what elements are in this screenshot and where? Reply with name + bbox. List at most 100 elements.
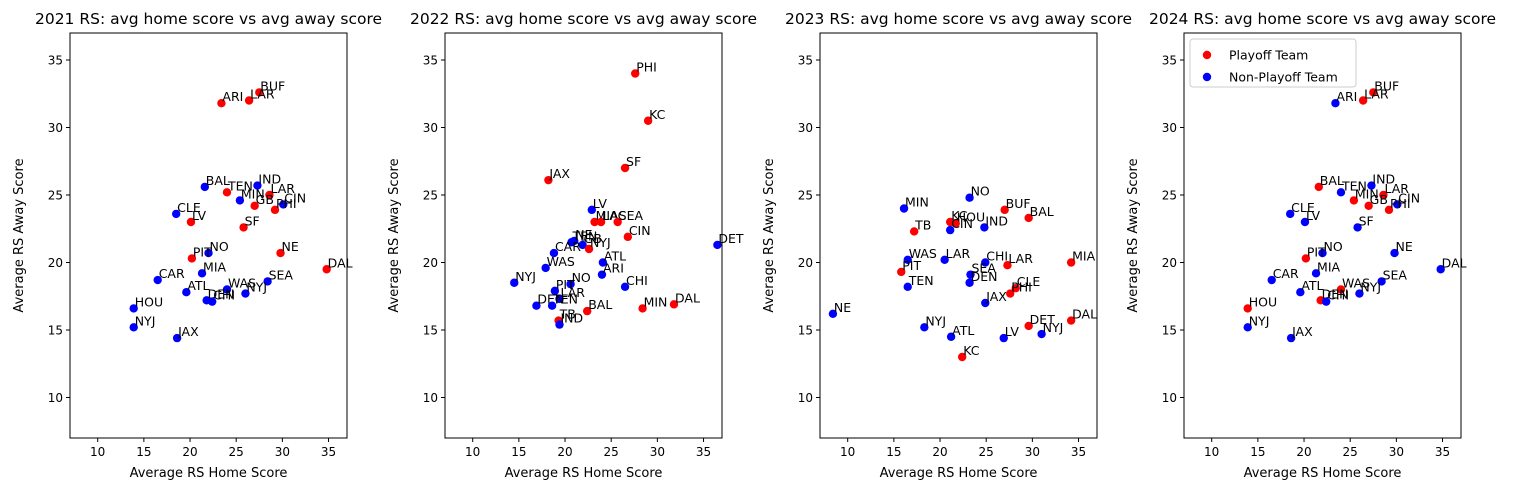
data-point (1243, 323, 1252, 332)
point-label: KC (963, 343, 980, 358)
data-point (510, 278, 519, 287)
point-label: DET (1030, 312, 1056, 327)
data-point (279, 200, 288, 209)
y-tick-label: 10 (423, 391, 438, 405)
data-point (1066, 258, 1076, 267)
data-point (1267, 275, 1276, 285)
point-label: SEA (972, 261, 997, 276)
point-label: DEN (537, 292, 564, 307)
y-axis-label: Average RS Away Score (387, 158, 402, 312)
x-tick-label: 15 (511, 445, 526, 459)
point-label: TEN (571, 228, 597, 243)
y-tick-label: 35 (48, 54, 63, 68)
y-axis-label: Average RS Away Score (1126, 158, 1141, 312)
point-label: ATL (187, 278, 209, 293)
data-point (981, 258, 990, 267)
point-label: IND (985, 213, 1008, 228)
data-point (965, 278, 974, 287)
legend-marker (1202, 50, 1212, 60)
data-point (1369, 88, 1378, 97)
data-point (966, 270, 975, 279)
point-label: LV (1005, 324, 1020, 339)
plot-frame (1183, 32, 1462, 439)
data-point (597, 270, 607, 279)
point-label: SF (245, 213, 260, 228)
data-point (828, 309, 838, 318)
point-label: DEN (1322, 286, 1349, 301)
point-label: DAL (675, 290, 700, 305)
data-point (172, 333, 182, 343)
point-label: SF (1359, 213, 1374, 228)
data-point (566, 279, 575, 289)
data-point (981, 298, 990, 308)
point-label: PHI (1390, 196, 1411, 211)
point-label: PHI (1011, 280, 1032, 295)
point-label: ATL (1301, 278, 1323, 293)
data-point (567, 238, 576, 247)
data-point (222, 188, 232, 197)
point-label: LAR (1384, 181, 1409, 196)
data-point (204, 248, 213, 258)
point-label: NO (210, 239, 229, 254)
x-tick-label: 20 (1296, 445, 1311, 459)
y-tick-label: 20 (1162, 256, 1177, 270)
data-point (909, 227, 919, 236)
data-point (1353, 223, 1362, 232)
point-label: LAR (946, 246, 971, 261)
point-label: CHI (986, 249, 1008, 264)
data-point (555, 320, 564, 329)
point-label: LV (192, 208, 207, 223)
data-point (250, 201, 259, 210)
point-label: NE (575, 227, 592, 242)
data-point (951, 219, 960, 228)
point-label: ARI (603, 261, 624, 276)
data-point (1318, 248, 1327, 258)
data-point (980, 223, 989, 232)
data-point (713, 240, 722, 250)
data-point (1243, 304, 1252, 313)
data-point (1379, 190, 1388, 200)
point-label: BAL (206, 173, 230, 188)
point-label: LAR (1008, 251, 1033, 266)
x-tick-label: 25 (229, 445, 244, 459)
x-tick-label: 30 (650, 445, 665, 459)
y-tick-label: 25 (798, 189, 813, 203)
data-point (946, 332, 956, 341)
point-label: MIN (1355, 186, 1379, 201)
point-label: PIT (193, 244, 212, 259)
point-label: CAR (1273, 266, 1299, 281)
point-label: SEA (619, 208, 644, 223)
data-point (265, 190, 274, 200)
data-point (544, 175, 553, 185)
scatter-panel-4: 2024 RS: avg home score vs avg away scor… (1126, 10, 1496, 481)
y-tick-label: 20 (48, 256, 63, 270)
y-axis-label: Average RS Away Score (762, 158, 777, 312)
y-tick-label: 30 (1162, 121, 1177, 135)
point-label: CLE (1017, 274, 1041, 289)
x-tick-label: 15 (136, 445, 151, 459)
point-label: NYJ (515, 269, 536, 284)
point-label: PIT (902, 258, 921, 273)
data-point (590, 217, 599, 227)
x-tick-label: 35 (321, 445, 336, 459)
data-point (1000, 205, 1009, 215)
point-label: ARI (1336, 89, 1357, 104)
data-point (239, 223, 248, 232)
point-label: NYJ (246, 280, 267, 295)
point-label: CHI (213, 288, 235, 303)
point-label: TEN (1341, 178, 1367, 193)
data-point (620, 163, 630, 173)
point-label: SF (626, 154, 641, 169)
data-point (1314, 182, 1324, 192)
point-label: WAS (547, 254, 575, 269)
point-label: DAL (328, 255, 353, 270)
data-point (1037, 329, 1046, 339)
data-point (129, 323, 138, 332)
data-point (217, 99, 226, 108)
y-tick-label: 15 (48, 324, 63, 338)
data-point (903, 255, 912, 264)
data-point (200, 182, 210, 192)
point-label: TB (559, 307, 576, 322)
x-tick-label: 15 (1250, 445, 1265, 459)
